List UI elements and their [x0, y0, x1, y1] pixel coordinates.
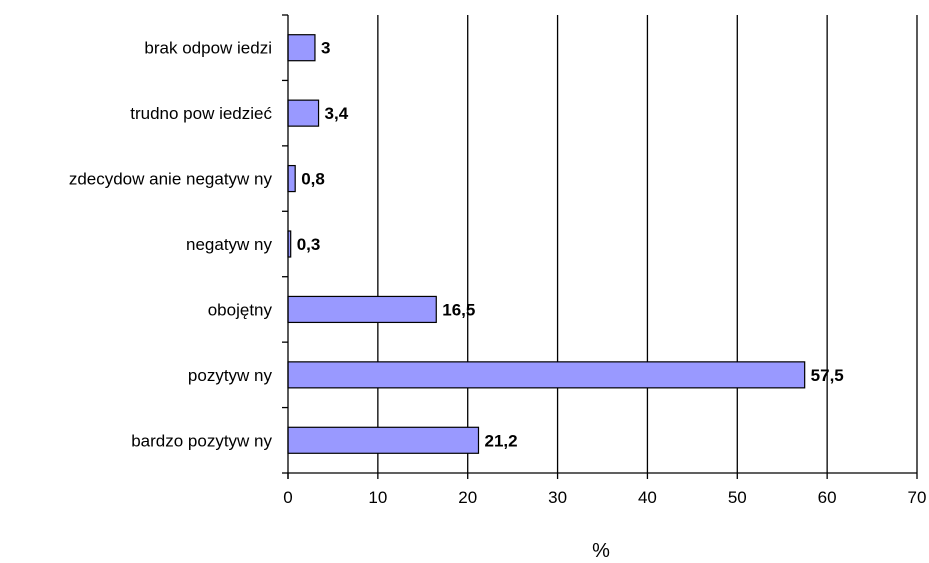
- x-tick-label: 70: [908, 488, 927, 507]
- bar: [287, 361, 806, 389]
- bar: [287, 426, 480, 454]
- x-axis-title: %: [592, 540, 610, 562]
- value-label: 0,8: [301, 170, 325, 189]
- bar: [287, 34, 316, 62]
- value-label: 21,2: [484, 431, 517, 450]
- x-tick-label: 40: [638, 488, 657, 507]
- value-label: 57,5: [811, 366, 844, 385]
- category-label: brak odpow iedzi: [144, 39, 272, 58]
- category-label: negatyw ny: [186, 235, 272, 254]
- category-label: pozytyw ny: [188, 366, 273, 385]
- x-tick-label: 20: [458, 488, 477, 507]
- category-labels: brak odpow iedzi trudno pow iedzieć zdecyd…: [69, 39, 273, 451]
- category-label: bardzo pozytyw ny: [131, 431, 272, 450]
- x-tick-label: 60: [818, 488, 837, 507]
- gridlines: [377, 15, 918, 473]
- value-label: 0,3: [297, 235, 321, 254]
- x-tick-label: 10: [368, 488, 387, 507]
- bar: [287, 99, 320, 127]
- category-label: trudno pow iedzieć: [130, 104, 272, 123]
- x-tick-labels: 0 10 20 30 40 50 60 70: [283, 488, 926, 507]
- value-label: 16,5: [442, 300, 475, 319]
- bar: [287, 295, 437, 324]
- x-tick-label: 50: [728, 488, 747, 507]
- category-label: obojętny: [208, 300, 273, 319]
- value-label: 3: [321, 39, 330, 58]
- x-tick-label: 0: [283, 488, 292, 507]
- bars: [287, 34, 806, 454]
- bar: [287, 164, 296, 193]
- axes: [282, 14, 918, 479]
- value-label: 3,4: [325, 104, 349, 123]
- category-label: zdecydow anie negatyw ny: [69, 170, 273, 189]
- value-labels: 3 3,4 0,8 0,3 16,5 57,5 21,2: [297, 39, 844, 451]
- x-tick-label: 30: [548, 488, 567, 507]
